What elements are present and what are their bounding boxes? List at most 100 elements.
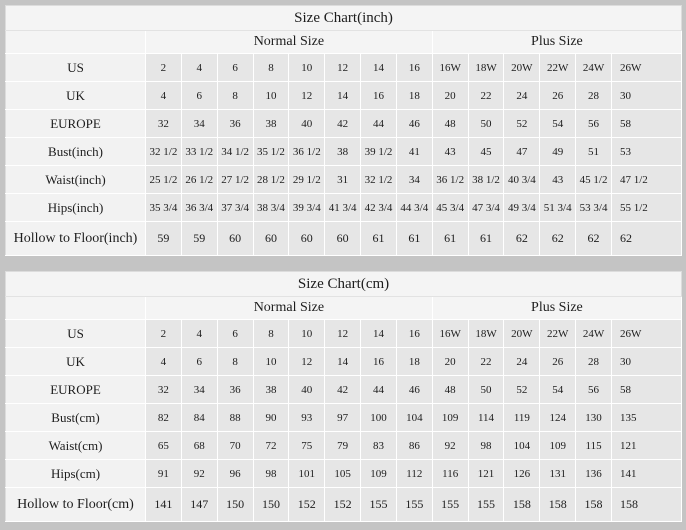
table-row: Waist(inch) 25 1/2 26 1/2 27 1/2 28 1/2 29 1/… xyxy=(5,165,683,194)
size-cell: 158 xyxy=(539,487,577,522)
size-cell: 104 xyxy=(395,403,433,432)
size-cell: 12 xyxy=(288,347,326,376)
size-cell: 14 xyxy=(360,319,397,348)
size-cell: 155 xyxy=(431,487,469,522)
size-cell: 41 xyxy=(395,137,433,166)
group-header: Normal Size xyxy=(145,296,433,320)
size-cell: 49 xyxy=(539,137,577,166)
group-header: Normal Size xyxy=(145,30,433,54)
size-cell: 8 xyxy=(216,347,254,376)
size-cell: 28 1/2 xyxy=(252,165,290,194)
size-cell: 12 xyxy=(324,319,362,348)
size-cell: 8 xyxy=(216,81,254,110)
size-cell: 32 xyxy=(145,375,182,404)
table-row: Hips(inch) 35 3/4 36 3/4 37 3/4 38 3/4 39 3/4… xyxy=(5,193,683,222)
size-cell: 38 xyxy=(252,109,290,138)
size-cell: 50 xyxy=(467,375,505,404)
size-cell: 121 xyxy=(610,431,683,460)
size-cell: 38 xyxy=(324,137,362,166)
size-cell: 131 xyxy=(539,459,577,488)
size-cell: 155 xyxy=(395,487,433,522)
size-cell: 158 xyxy=(610,487,683,522)
size-cell: 155 xyxy=(467,487,505,522)
size-cell: 158 xyxy=(503,487,541,522)
size-cell: 60 xyxy=(252,221,290,256)
size-cell: 50 xyxy=(467,109,505,138)
size-cell: 42 3/4 xyxy=(360,193,397,222)
size-cell: 62 xyxy=(610,221,683,256)
size-cell: 158 xyxy=(575,487,612,522)
row-label: Hollow to Floor(cm) xyxy=(5,487,146,522)
row-label: Waist(inch) xyxy=(5,165,146,194)
table-row: Hollow to Floor(cm) 141 147 150 150 152 152 155… xyxy=(5,487,683,522)
size-cell: 92 xyxy=(180,459,218,488)
table-row: Bust(cm) 82 84 88 90 93 97 100 104 109 114 119 124 13… xyxy=(5,403,683,432)
size-cell: 20W xyxy=(503,319,541,348)
size-cell: 100 xyxy=(360,403,397,432)
size-cell: 60 xyxy=(324,221,362,256)
size-cell: 152 xyxy=(324,487,362,522)
size-cell: 59 xyxy=(145,221,182,256)
size-cell: 24 xyxy=(503,347,541,376)
size-cell: 26 1/2 xyxy=(180,165,218,194)
size-cell: 104 xyxy=(503,431,541,460)
size-cell: 55 1/2 xyxy=(610,193,683,222)
table-row: Hollow to Floor(inch) 59 59 60 60 60 60 61 61 61 6… xyxy=(5,221,683,256)
size-cell: 10 xyxy=(288,319,326,348)
size-cell: 48 xyxy=(431,109,469,138)
size-cell: 45 3/4 xyxy=(431,193,469,222)
size-cell: 124 xyxy=(539,403,577,432)
size-cell: 72 xyxy=(252,431,290,460)
row-label: UK xyxy=(5,81,146,110)
size-cell: 60 xyxy=(216,221,254,256)
size-cell: 44 xyxy=(360,375,397,404)
table-row: UK 4 6 8 10 12 14 16 18 20 22 24 26 28 30 xyxy=(5,347,683,376)
size-cell: 29 1/2 xyxy=(288,165,326,194)
size-cell: 155 xyxy=(360,487,397,522)
size-cell: 58 xyxy=(610,109,683,138)
size-cell: 36 xyxy=(216,109,254,138)
table-row: UK 4 6 8 10 12 14 16 18 20 22 24 26 28 30 xyxy=(5,81,683,110)
size-cell: 38 xyxy=(252,375,290,404)
size-cell: 18 xyxy=(395,347,433,376)
size-cell: 42 xyxy=(324,109,362,138)
size-cell: 4 xyxy=(180,53,218,82)
size-cell: 26W xyxy=(610,53,683,82)
size-cell: 24W xyxy=(575,53,612,82)
size-cell: 62 xyxy=(503,221,541,256)
size-cell: 86 xyxy=(395,431,433,460)
size-cell: 93 xyxy=(288,403,326,432)
size-cell: 115 xyxy=(575,431,612,460)
size-cell: 35 3/4 xyxy=(145,193,182,222)
size-cell: 16W xyxy=(431,319,469,348)
size-cell: 18W xyxy=(467,319,505,348)
row-label: US xyxy=(5,53,146,82)
size-cell: 112 xyxy=(395,459,433,488)
size-cell: 58 xyxy=(610,375,683,404)
size-cell: 109 xyxy=(360,459,397,488)
size-cell: 28 xyxy=(575,81,612,110)
size-cell: 53 3/4 xyxy=(575,193,612,222)
size-cell: 34 xyxy=(180,109,218,138)
size-cell: 4 xyxy=(145,81,182,110)
size-cell: 22 xyxy=(467,81,505,110)
size-cell: 68 xyxy=(180,431,218,460)
size-cell: 61 xyxy=(360,221,397,256)
size-cell: 44 3/4 xyxy=(395,193,433,222)
size-cell: 60 xyxy=(288,221,326,256)
size-cell: 36 3/4 xyxy=(180,193,218,222)
size-cell: 36 1/2 xyxy=(431,165,469,194)
size-cell: 18W xyxy=(467,53,505,82)
size-cell: 26 xyxy=(539,81,577,110)
size-cell: 4 xyxy=(145,347,182,376)
size-cell: 22 xyxy=(467,347,505,376)
size-cell: 6 xyxy=(180,81,218,110)
group-header: Plus Size xyxy=(431,296,683,320)
size-cell: 54 xyxy=(539,375,577,404)
size-cell: 51 3/4 xyxy=(539,193,577,222)
size-cell: 32 xyxy=(145,109,182,138)
size-cell: 48 xyxy=(431,375,469,404)
size-cell: 40 xyxy=(288,375,326,404)
size-cell: 65 xyxy=(145,431,182,460)
